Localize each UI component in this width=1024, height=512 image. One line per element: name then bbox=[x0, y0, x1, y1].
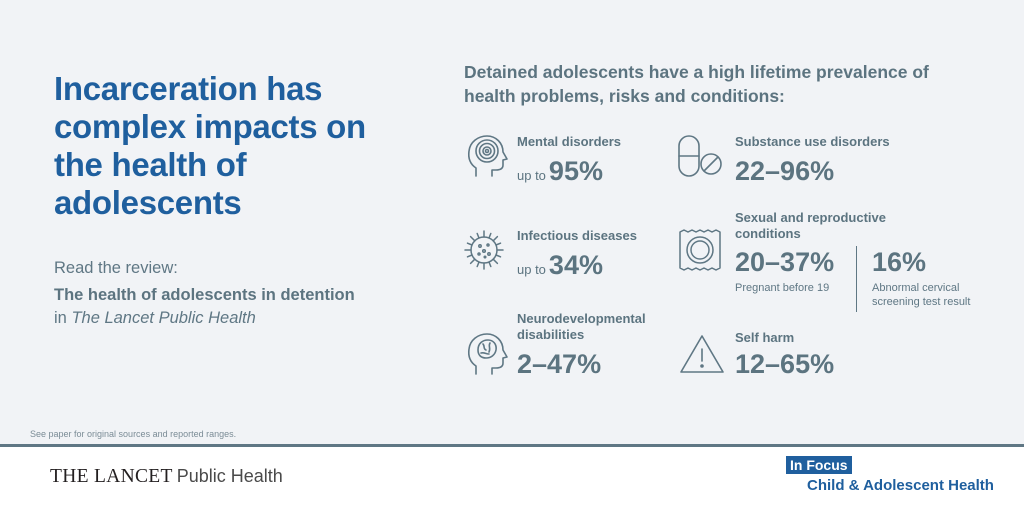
item-value-number: 34% bbox=[548, 250, 603, 280]
virus-icon bbox=[460, 226, 508, 274]
item-value-number: 95% bbox=[548, 156, 603, 186]
item-category: Self harm bbox=[735, 330, 795, 345]
item-category: Infectious diseases bbox=[517, 228, 637, 243]
review-connector: in bbox=[54, 309, 67, 327]
item-value-prefix: up to bbox=[517, 168, 546, 183]
review-title[interactable]: The health of adolescents in detention bbox=[54, 286, 355, 304]
item-value: 2–47% bbox=[517, 349, 602, 379]
warning-triangle-icon bbox=[678, 330, 726, 378]
review-journal: The Lancet Public Health bbox=[71, 309, 256, 327]
read-review-label: Read the review: bbox=[54, 259, 178, 277]
item-value: 22–96% bbox=[735, 156, 835, 186]
item-value: 12–65% bbox=[735, 349, 835, 379]
item-value: 20–37% bbox=[735, 247, 835, 277]
journal-logo-sub: Public Health bbox=[176, 466, 283, 486]
intro-text: Detained adolescents have a high lifetim… bbox=[464, 62, 929, 106]
review-citation[interactable]: The health of adolescents in detention i… bbox=[54, 284, 364, 330]
condom-icon bbox=[676, 226, 724, 274]
item-category: Sexual and reproductive conditions bbox=[735, 210, 886, 241]
in-focus-badge: In Focus bbox=[786, 456, 852, 474]
head-brain-icon bbox=[462, 330, 510, 378]
pill-capsule-icon bbox=[676, 132, 724, 180]
footnote: See paper for original sources and repor… bbox=[30, 429, 237, 439]
divider bbox=[856, 246, 857, 312]
series-title[interactable]: Child & Adolescent Health bbox=[807, 477, 994, 494]
item-category: Neurodevelopmental disabilities bbox=[517, 311, 646, 342]
item-note: Pregnant before 19 bbox=[735, 282, 830, 294]
journal-logo[interactable]: THE LANCET Public Health bbox=[50, 466, 283, 488]
head-mind-icon bbox=[462, 132, 510, 180]
footer-bar bbox=[0, 444, 1024, 512]
item-category: Substance use disorders bbox=[735, 134, 890, 149]
headline: Incarceration has complex impacts on the… bbox=[54, 70, 366, 221]
item-value-secondary: 16% bbox=[872, 247, 927, 277]
item-category: Mental disorders bbox=[517, 134, 622, 149]
item-note-secondary: Abnormal cervical screening test result bbox=[872, 282, 971, 308]
item-value: up to 95% bbox=[517, 157, 603, 190]
item-value-prefix: up to bbox=[517, 262, 546, 277]
journal-logo-main: THE LANCET bbox=[50, 466, 173, 487]
item-value: up to 34% bbox=[517, 251, 603, 284]
